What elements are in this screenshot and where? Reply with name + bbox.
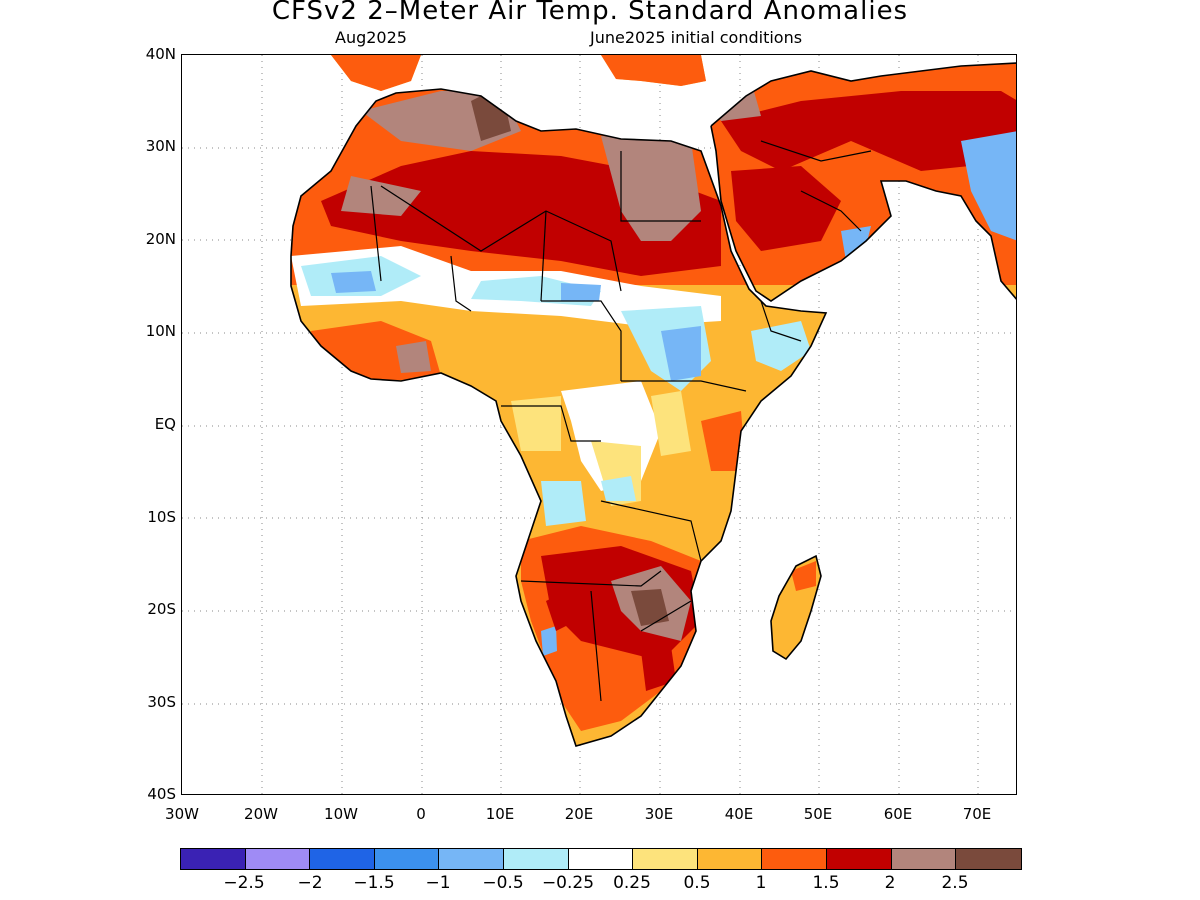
colorbar-label: 2 (884, 873, 896, 893)
colorbar-swatch (245, 849, 311, 869)
colorbar-label: 1 (755, 873, 767, 893)
colorbar (180, 848, 1022, 870)
colorbar-label: −0.5 (482, 873, 524, 893)
x-tick-label: 30E (644, 805, 674, 823)
colorbar-swatch (181, 849, 246, 869)
colorbar-label: 2.5 (941, 873, 969, 893)
anomaly-map (181, 54, 1017, 795)
colorbar-swatch (439, 849, 504, 869)
y-tick-label: 20S (147, 600, 176, 618)
coastlines (290, 62, 1016, 747)
subtitle-month: Aug2025 (335, 28, 407, 47)
subtitle-initial-conditions: June2025 initial conditions (590, 28, 803, 47)
y-tick-label: EQ (154, 415, 176, 433)
x-tick-label: 70E (962, 805, 992, 823)
colorbar-label: 0.25 (613, 873, 651, 893)
colorbar-label: −1.5 (353, 873, 395, 893)
colorbar-label: −1 (425, 873, 451, 893)
x-tick-label: 10W (324, 805, 358, 823)
y-tick-label: 20N (145, 230, 176, 248)
x-tick-label: 20W (244, 805, 278, 823)
y-tick-label: 30N (145, 137, 176, 155)
colorbar-swatch (310, 849, 375, 869)
y-tick-label: 40N (145, 45, 176, 63)
x-tick-label: 10E (485, 805, 515, 823)
y-tick-label: 40S (147, 785, 176, 803)
colorbar-swatch (826, 849, 892, 869)
x-tick-label: 40E (724, 805, 754, 823)
country-borders (370, 140, 872, 702)
y-tick-label: 10S (147, 508, 176, 526)
colorbar-swatch (697, 849, 763, 869)
x-tick-label: 20E (564, 805, 594, 823)
colorbar-swatch (503, 849, 569, 869)
x-tick-label: 0 (416, 805, 426, 823)
colorbar-label: 0.5 (683, 873, 711, 893)
colorbar-label: 1.5 (812, 873, 840, 893)
colorbar-swatch (568, 849, 634, 869)
colorbar-label: −2.5 (223, 873, 265, 893)
colorbar-swatch (956, 849, 1021, 869)
colorbar-swatch (374, 849, 440, 869)
colorbar-swatch (633, 849, 698, 869)
colorbar-label: −2 (297, 873, 323, 893)
colorbar-swatch (762, 849, 827, 869)
x-tick-label: 60E (883, 805, 913, 823)
x-tick-label: 30W (165, 805, 199, 823)
africa-map-svg (182, 55, 1016, 794)
y-tick-label: 30S (147, 693, 176, 711)
chart-title: CFSv2 2–Meter Air Temp. Standard Anomali… (271, 0, 909, 26)
y-tick-label: 10N (145, 322, 176, 340)
x-tick-label: 50E (803, 805, 833, 823)
colorbar-swatch (891, 849, 957, 869)
colorbar-label: −0.25 (541, 873, 595, 893)
